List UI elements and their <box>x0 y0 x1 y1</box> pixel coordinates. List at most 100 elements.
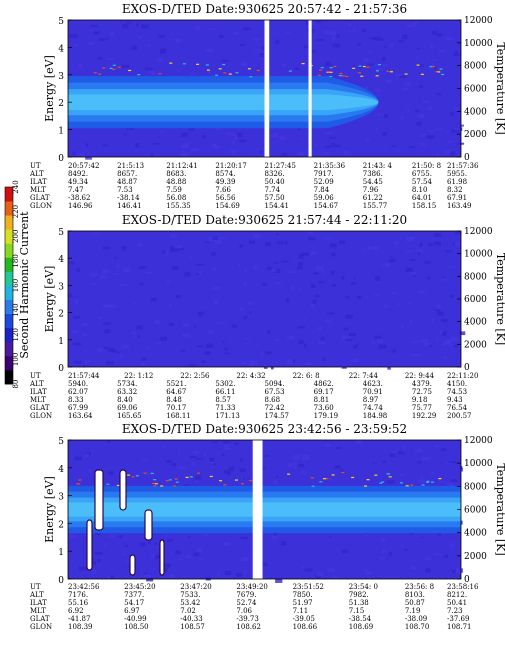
table-cell: 165.65 <box>117 412 142 420</box>
y2-axis-label: Temperature [K] <box>494 42 505 134</box>
table-row-label: MLT <box>30 607 46 615</box>
table-cell: 50.41 <box>447 599 467 607</box>
table-cell: 7.19 <box>405 607 421 615</box>
table-row-label: ALT <box>29 591 44 599</box>
y2-tick-label: 10000 <box>464 250 493 260</box>
chart-panel-2: EXOS-D/TED Date:930625 21:57:44 - 22:11:… <box>29 213 505 420</box>
y-axis-label: Energy [eV] <box>43 266 56 333</box>
colorbar-swatch <box>5 201 13 216</box>
table-cell: 75.77 <box>412 404 432 412</box>
table-cell: 8492. <box>68 170 88 178</box>
table-cell: 22: 1:12 <box>124 372 153 380</box>
table-cell: 8.10 <box>412 186 428 194</box>
table-cell: 8103. <box>405 591 425 599</box>
table-cell: 48.87 <box>117 178 137 186</box>
plot-background <box>68 231 461 367</box>
white-blob <box>94 469 104 531</box>
orbit-table: UT 21:57:44 22: 1:12 22: 2:56 22: 4:32 22: 6:… <box>29 372 478 420</box>
table-cell: 8.57 <box>215 396 231 404</box>
chart-panel-1: EXOS-D/TED Date:930625 20:57:42 - 21:57:… <box>29 2 505 210</box>
table-cell: 56.08 <box>166 194 186 202</box>
table-cell: 7.84 <box>314 186 330 194</box>
white-blob <box>119 469 127 511</box>
table-cell: 5734. <box>117 380 137 388</box>
table-cell: -38.62 <box>68 194 90 202</box>
table-cell: 8657. <box>117 170 137 178</box>
colorbar-tick-label: 80 <box>12 380 20 389</box>
energy-band <box>68 62 445 129</box>
colorbar-swatch <box>5 285 13 300</box>
table-cell: -39.73 <box>236 615 258 623</box>
y-tick-label: 2 <box>58 520 64 530</box>
table-cell: 21:5:13 <box>117 162 144 170</box>
table-row-label: ILAT <box>30 599 47 607</box>
table-cell: 7.53 <box>117 186 133 194</box>
table-cell: 5955. <box>447 170 467 178</box>
table-cell: 21:35:36 <box>314 162 346 170</box>
table-row-label: ILAT <box>30 388 47 396</box>
y2-tick-label: 0 <box>464 575 470 585</box>
table-cell: 50.87 <box>405 599 425 607</box>
table-cell: -38.54 <box>349 615 372 623</box>
chart-title: EXOS-D/TED Date:930625 20:57:42 - 21:57:… <box>122 2 407 16</box>
table-cell: 8.97 <box>363 396 379 404</box>
table-cell: 20:57:42 <box>68 162 99 170</box>
table-cell: 22: 7:44 <box>349 372 379 380</box>
table-cell: 51.97 <box>293 599 313 607</box>
y2-tick-label: 8000 <box>464 272 487 282</box>
colorbar-swatch <box>5 355 13 371</box>
colorbar-swatch <box>5 229 13 244</box>
colorbar-swatch <box>5 313 13 329</box>
table-row-label: MLT <box>30 186 46 194</box>
y-tick-label: 1 <box>58 337 64 347</box>
table-cell: 21:12:41 <box>166 162 197 170</box>
chart-title: EXOS-D/TED Date:930625 23:42:56 - 23:59:… <box>122 422 407 436</box>
table-cell: 51.38 <box>349 599 369 607</box>
table-cell: 8212. <box>447 591 467 599</box>
table-cell: 76.54 <box>447 404 468 412</box>
table-row-label: GLON <box>30 412 52 420</box>
table-cell: 23:47:20 <box>180 583 211 591</box>
table-cell: 54.17 <box>124 599 144 607</box>
y2-tick-label: 12000 <box>464 436 493 446</box>
table-cell: 61.98 <box>447 178 467 186</box>
table-cell: 8.68 <box>265 396 281 404</box>
y2-tick-label: 2000 <box>464 552 487 562</box>
table-cell: 184.98 <box>363 412 388 420</box>
table-cell: 53.42 <box>180 599 200 607</box>
table-cell: 7.06 <box>236 607 252 615</box>
table-cell: 8.81 <box>314 396 330 404</box>
y2-tick-label: 4000 <box>464 529 487 539</box>
table-cell: 108.57 <box>180 623 205 631</box>
table-row-label: MLT <box>30 396 46 404</box>
table-cell: 108.70 <box>405 623 430 631</box>
table-cell: 7.66 <box>215 186 231 194</box>
colorbar-swatch <box>5 341 13 357</box>
table-cell: -41.87 <box>68 615 90 623</box>
table-cell: 5521. <box>166 380 186 388</box>
table-row-label: UT <box>30 583 41 591</box>
table-cell: 21:57:44 <box>68 372 100 380</box>
table-cell: 7.47 <box>68 186 84 194</box>
table-row-label: ALT <box>29 380 44 388</box>
table-cell: 163.49 <box>447 202 472 210</box>
colorbar-swatch <box>5 299 13 315</box>
y2-tick-label: 0 <box>464 153 470 163</box>
table-cell: 7.02 <box>180 607 196 615</box>
y-tick-label: 3 <box>58 493 64 503</box>
table-cell: 155.77 <box>363 202 388 210</box>
table-cell: 6.97 <box>124 607 140 615</box>
table-row-label: GLON <box>30 202 52 210</box>
y2-tick-label: 12000 <box>464 16 493 26</box>
table-cell: 8.40 <box>117 396 133 404</box>
colorbar-tick-label: 160 <box>12 279 20 292</box>
y2-axis-label: Temperature [K] <box>494 253 505 345</box>
data-gap <box>252 440 263 579</box>
y-tick-label: 3 <box>58 282 64 292</box>
y-axis-label: Energy [eV] <box>43 476 56 543</box>
table-row-label: GLAT <box>30 194 50 202</box>
table-cell: -40.33 <box>180 615 202 623</box>
table-cell: 52.09 <box>314 178 334 186</box>
chart-panel-3: EXOS-D/TED Date:930625 23:42:56 - 23:59:… <box>29 422 505 631</box>
table-cell: 50.40 <box>265 178 285 186</box>
